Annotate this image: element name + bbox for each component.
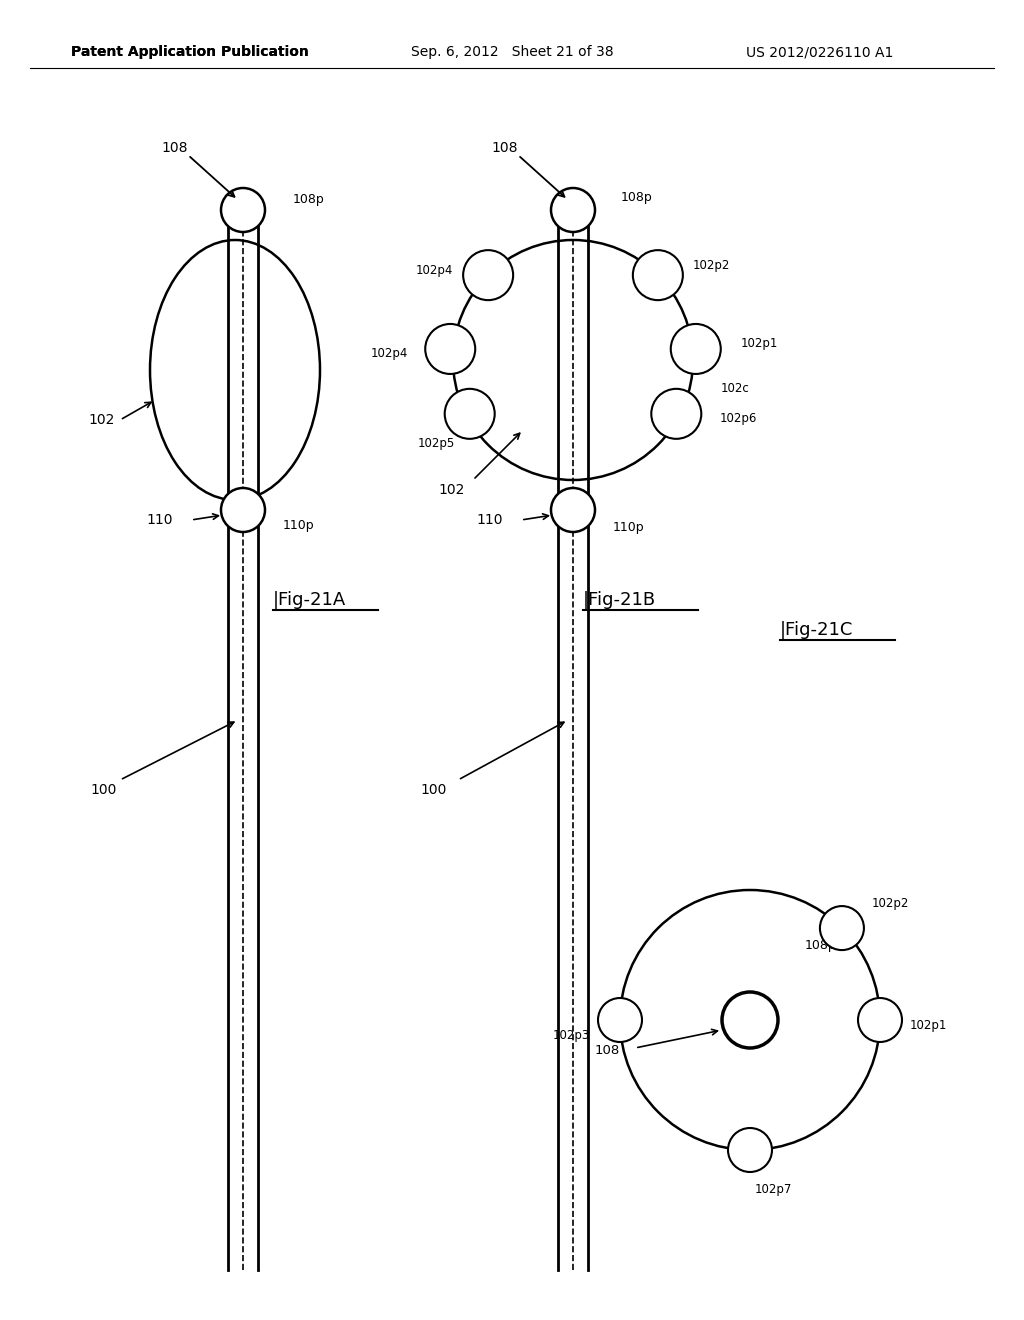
Circle shape xyxy=(551,488,595,532)
Circle shape xyxy=(463,251,513,300)
Text: |Fig-21C: |Fig-21C xyxy=(780,620,853,639)
Text: Patent Application Publication: Patent Application Publication xyxy=(71,45,309,59)
Text: |Fig-21A: |Fig-21A xyxy=(273,591,346,609)
Circle shape xyxy=(820,906,864,950)
Text: Sep. 6, 2012   Sheet 21 of 38: Sep. 6, 2012 Sheet 21 of 38 xyxy=(411,45,613,59)
Text: 102p6: 102p6 xyxy=(719,412,757,425)
Text: 108p: 108p xyxy=(293,194,325,206)
Text: 102c: 102c xyxy=(721,383,750,396)
Text: 108p: 108p xyxy=(621,191,652,205)
Circle shape xyxy=(633,251,683,300)
Circle shape xyxy=(221,488,265,532)
Text: 102p7: 102p7 xyxy=(755,1184,793,1196)
Circle shape xyxy=(651,389,701,438)
Text: 100: 100 xyxy=(90,783,117,797)
Text: 102p1: 102p1 xyxy=(910,1019,947,1031)
Text: 108p: 108p xyxy=(805,939,837,952)
Text: 102p2: 102p2 xyxy=(693,259,730,272)
Text: 102p4: 102p4 xyxy=(416,264,454,277)
Text: 108: 108 xyxy=(595,1044,620,1056)
Text: 102p5: 102p5 xyxy=(418,437,455,450)
Text: 100: 100 xyxy=(420,783,446,797)
Circle shape xyxy=(858,998,902,1041)
Text: US 2012/0226110 A1: US 2012/0226110 A1 xyxy=(746,45,894,59)
Text: 102p1: 102p1 xyxy=(740,338,778,350)
Circle shape xyxy=(728,1129,772,1172)
Circle shape xyxy=(221,187,265,232)
Text: 102: 102 xyxy=(89,413,115,426)
Text: 102p2: 102p2 xyxy=(871,896,909,909)
Text: 108: 108 xyxy=(492,141,518,154)
Text: 108: 108 xyxy=(162,141,188,154)
Text: 110: 110 xyxy=(146,513,173,527)
Text: Patent Application Publication: Patent Application Publication xyxy=(71,45,309,59)
Circle shape xyxy=(671,323,721,374)
Text: 102: 102 xyxy=(438,483,465,498)
Text: 102p4: 102p4 xyxy=(371,347,409,360)
Text: 110p: 110p xyxy=(613,521,645,535)
Circle shape xyxy=(444,389,495,438)
Circle shape xyxy=(551,187,595,232)
Text: |Fig-21B: |Fig-21B xyxy=(583,591,656,609)
Circle shape xyxy=(598,998,642,1041)
Text: 110: 110 xyxy=(476,513,503,527)
Circle shape xyxy=(425,323,475,374)
Text: 110p: 110p xyxy=(283,519,314,532)
Circle shape xyxy=(722,993,778,1048)
Text: 102p3: 102p3 xyxy=(553,1028,590,1041)
